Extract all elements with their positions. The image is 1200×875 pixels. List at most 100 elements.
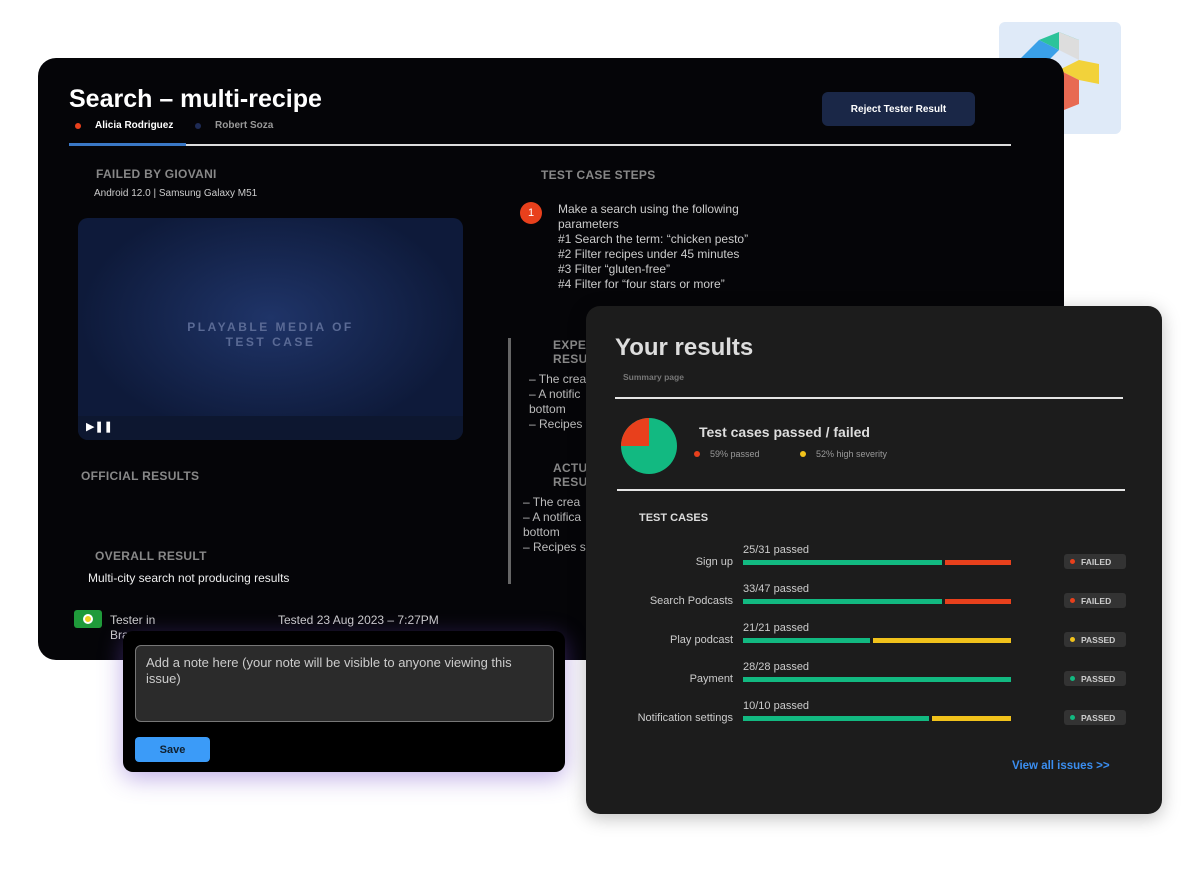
line: – A notifica [523,510,582,524]
failed-by-label: FAILED BY GIOVANI [96,167,217,181]
status-dot-icon [1070,715,1075,720]
legend-passed: 59% passed [694,449,760,459]
tab-label: Robert Soza [215,120,274,131]
results-title: Your results [615,334,754,361]
tested-date: Tested 23 Aug 2023 – 7:27PM [278,613,439,627]
legend-dot-icon [800,451,806,457]
results-panel: Your results Summary page Test cases pas… [586,306,1162,814]
test-case-progress-bar [743,677,1011,682]
test-case-progress-bar [743,638,1011,643]
test-case-steps-label: TEST CASE STEPS [541,168,656,182]
status-dot-icon [195,122,201,129]
note-popup: Add a note here (your note will be visib… [123,631,565,772]
tab-robert-soza[interactable]: Robert Soza [189,120,309,141]
test-case-count: 10/10 passed [743,700,810,712]
bar-passed-segment [743,638,871,643]
line: – The crea [529,372,587,386]
bar-passed-segment [743,599,942,604]
test-case-count: 28/28 passed [743,661,810,673]
divider [615,397,1123,399]
status-badge: FAILED [1064,554,1126,569]
legend-label: 52% high severity [816,449,888,459]
official-results-label: OFFICIAL RESULTS [81,469,200,483]
page-title: Search – multi-recipe [69,85,322,113]
media-caption: PLAYABLE MEDIA OF TEST CASE [187,320,354,349]
test-cases-label: TEST CASES [639,512,709,524]
line: bottom [523,525,560,539]
status-badge: FAILED [1064,593,1126,608]
step-number: 1 [520,202,542,224]
line: – Recipes [529,417,583,431]
pie-slice-failed [621,418,649,446]
test-case-count: 21/21 passed [743,622,810,634]
tab-label: Alicia Rodriguez [95,120,174,131]
overall-result-value: Multi-city search not producing results [88,571,290,585]
bar-passed-segment [743,716,929,721]
test-case-name: Sign up [695,556,733,568]
actual-results: – The crea – A notifica bottom – Recipes s [523,495,586,555]
line: – A notific [529,387,581,401]
test-case-name: Search Podcasts [649,595,733,607]
pie-title: Test cases passed / failed [699,424,870,440]
results-subtitle: Summary page [623,372,684,382]
status-badge: PASSED [1064,671,1126,686]
step-line: #3 Filter “gluten-free” [558,262,671,276]
tab-alicia-rodriguez[interactable]: Alicia Rodriguez [69,120,189,141]
test-case-row: Search Podcasts 33/47 passed FAILED [586,583,1162,609]
brazil-flag-icon [74,610,102,628]
line: – Recipes s [523,540,586,554]
status-badge: PASSED [1064,710,1126,725]
status-dot-icon [75,122,81,129]
test-case-count: 33/47 passed [743,583,810,595]
reject-tester-result-button[interactable]: Reject Tester Result [822,92,975,126]
line: – The crea [523,495,581,509]
status-badge: PASSED [1064,632,1126,647]
bar-other-segment [944,599,1011,604]
play-pause-icon[interactable]: ▶❚❚ [78,416,463,440]
status-label: PASSED [1081,673,1116,684]
media-player[interactable]: PLAYABLE MEDIA OF TEST CASE ▶❚❚ [78,218,463,440]
status-dot-icon [1070,676,1075,681]
legend-dot-icon [694,451,700,457]
test-case-progress-bar [743,560,1011,565]
test-case-row: Payment 28/28 passed PASSED [586,661,1162,687]
status-label: FAILED [1081,556,1112,567]
status-label: PASSED [1081,634,1116,645]
step-line: #4 Filter for “four stars or more” [558,277,725,291]
status-dot-icon [1070,559,1075,564]
bar-passed-segment [743,560,942,565]
step-line: Make a search using the following parame… [558,202,739,231]
status-label: PASSED [1081,712,1116,723]
test-case-name: Notification settings [637,712,733,724]
divider [508,338,511,584]
test-case-row: Sign up 25/31 passed FAILED [586,544,1162,570]
legend-label: 59% passed [710,449,760,459]
tab-underline [69,143,1011,146]
note-input[interactable]: Add a note here (your note will be visib… [135,645,554,722]
step-line: #1 Search the term: “chicken pesto” [558,232,749,246]
bar-other-segment [873,638,1011,643]
overall-result-label: OVERALL RESULT [95,549,207,563]
view-all-issues-link[interactable]: View all issues >> [1012,760,1110,772]
step-line: #2 Filter recipes under 45 minutes [558,247,740,261]
save-button[interactable]: Save [135,737,210,762]
status-label: FAILED [1081,595,1112,606]
test-case-name: Payment [689,673,733,685]
test-case-count: 25/31 passed [743,544,810,556]
pass-fail-pie-chart [621,418,677,474]
bar-other-segment [944,560,1011,565]
tester-location: Tester in Bra [110,613,156,642]
test-case-progress-bar [743,716,1011,721]
step-text: Make a search using the following parame… [558,202,788,292]
test-case-progress-bar [743,599,1011,604]
expected-results: – The crea – A notific bottom – Recipes [529,372,586,432]
divider [617,489,1125,491]
bar-other-segment [931,716,1011,721]
bar-passed-segment [743,677,1011,682]
test-case-name: Play podcast [670,634,733,646]
status-dot-icon [1070,637,1075,642]
line: bottom [529,402,566,416]
test-case-row: Play podcast 21/21 passed PASSED [586,622,1162,648]
device-info: Android 12.0 | Samsung Galaxy M51 [94,188,258,199]
test-case-row: Notification settings 10/10 passed PASSE… [586,700,1162,726]
